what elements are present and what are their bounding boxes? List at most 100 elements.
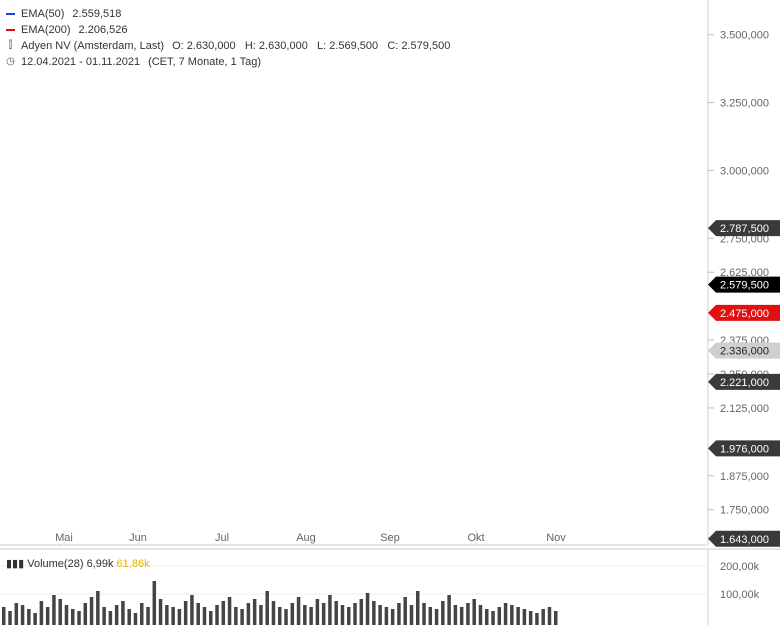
volume-bar xyxy=(510,605,514,625)
price-tag-label: 2.475,000 xyxy=(720,308,769,320)
volume-bars: 200,00k 100,00k xyxy=(0,548,780,625)
legend-period: ◷ 12.04.2021 - 01.11.2021 (CET, 7 Monate… xyxy=(6,54,450,70)
volume-bar xyxy=(547,607,552,625)
price-tag-box xyxy=(708,373,780,390)
volume-bar xyxy=(234,607,238,625)
x-tick-label: Sep xyxy=(380,532,400,544)
volume-bar xyxy=(296,597,301,625)
volume-value-1: 6,99k xyxy=(86,558,114,570)
price-tag-box xyxy=(708,276,780,293)
volume-bar xyxy=(290,603,295,625)
volume-bar xyxy=(503,603,508,625)
volume-bar xyxy=(58,599,62,625)
volume-bar xyxy=(259,605,263,625)
price-tag-label: 2.787,500 xyxy=(720,223,769,235)
volume-bar xyxy=(71,609,75,625)
volume-bar xyxy=(353,603,357,625)
volume-bar xyxy=(328,595,332,625)
volume-bar xyxy=(478,605,483,625)
volume-bar xyxy=(466,603,470,625)
volume-bar xyxy=(309,607,313,625)
legend-ema200: EMA(200) 2.206,526 xyxy=(6,22,450,38)
price-tag-box xyxy=(708,342,780,359)
volume-tick-label: 100,00k xyxy=(720,589,760,601)
plot-area xyxy=(0,0,708,545)
chart-legend: EMA(50) 2.559,518 EMA(200) 2.206,526 ⫿ A… xyxy=(6,6,450,70)
volume-bar xyxy=(271,601,276,625)
volume-bar xyxy=(83,603,88,625)
ema50-label: EMA(50) xyxy=(21,8,65,20)
volume-bar xyxy=(528,611,533,625)
volume-bar xyxy=(265,591,269,625)
volume-bar xyxy=(215,605,219,625)
y-tick-label: 1.750,000 xyxy=(720,505,769,517)
volume-bar xyxy=(384,607,389,625)
price-tag-box xyxy=(708,530,780,547)
x-tick-label: Mai xyxy=(55,532,73,544)
legend-ema50: EMA(50) 2.559,518 xyxy=(6,6,450,22)
volume-bar xyxy=(535,613,539,625)
clock-icon: ◷ xyxy=(6,56,15,67)
volume-bar xyxy=(359,599,364,625)
volume-bar xyxy=(459,607,464,625)
volume-bar xyxy=(96,591,100,625)
volume-bar xyxy=(177,609,182,625)
volume-bar xyxy=(554,611,558,625)
volume-bar xyxy=(114,605,119,625)
volume-bar xyxy=(127,609,131,625)
volume-bar xyxy=(434,609,439,625)
volume-bar xyxy=(522,609,527,625)
volume-bar xyxy=(227,597,232,625)
price-tag-box xyxy=(708,440,780,457)
legend-instrument: ⫿ Adyen NV (Amsterdam, Last) O: 2.630,00… xyxy=(6,38,450,54)
volume-bar xyxy=(447,595,451,625)
y-tick-label: 2.750,000 xyxy=(720,233,769,245)
instrument-name: Adyen NV (Amsterdam, Last) xyxy=(21,40,165,52)
volume-bar xyxy=(2,607,6,625)
y-tick-label: 1.875,000 xyxy=(720,471,769,483)
volume-bar xyxy=(20,605,25,625)
price-tag-label: 1.976,000 xyxy=(720,443,769,455)
volume-bar xyxy=(165,605,169,625)
ema50-value: 2.559,518 xyxy=(72,8,122,20)
volume-bar xyxy=(27,609,31,625)
volume-bar xyxy=(39,601,44,625)
volume-bar xyxy=(491,611,495,625)
volume-bar xyxy=(146,607,150,625)
volume-bar xyxy=(315,599,320,625)
ema200-value: 2.206,526 xyxy=(78,24,128,36)
ema200-label: EMA(200) xyxy=(21,24,71,36)
volume-bar xyxy=(441,601,445,625)
period-range: 12.04.2021 - 01.11.2021 xyxy=(21,56,141,68)
x-tick-label: Aug xyxy=(296,532,316,544)
volume-bar xyxy=(303,605,307,625)
x-tick-label: Okt xyxy=(467,532,484,544)
x-tick-label: Nov xyxy=(546,532,566,544)
price-tag-label: 2.336,000 xyxy=(720,346,769,358)
ema50-swatch xyxy=(6,13,15,15)
volume-bar xyxy=(453,605,458,625)
y-tick-label: 3.500,000 xyxy=(720,30,769,42)
y-tick-label: 2.125,000 xyxy=(720,403,769,415)
volume-bar xyxy=(140,603,144,625)
volume-bar xyxy=(390,609,395,625)
volume-bar xyxy=(190,595,194,625)
volume-bar xyxy=(284,609,288,625)
price-tags: 2.787,500 2.579,500 2.475,000 2.336,000 2.22… xyxy=(708,220,780,547)
volume-bar xyxy=(64,605,69,625)
volume-bar xyxy=(497,607,502,625)
volume-bar xyxy=(403,597,407,625)
candlestick-icon: ⫿ xyxy=(8,40,13,51)
volume-bar xyxy=(202,607,207,625)
volume-bar xyxy=(340,605,345,625)
volume-bar xyxy=(133,613,138,625)
volume-icon: ▮▮▮ xyxy=(6,558,25,570)
volume-bar xyxy=(246,603,251,625)
ema200-swatch xyxy=(6,29,15,31)
price-tag-label: 2.221,000 xyxy=(720,377,769,389)
volume-bar xyxy=(89,597,94,625)
volume-bar xyxy=(171,607,175,625)
volume-bar xyxy=(278,607,282,625)
price-tag-box xyxy=(708,304,780,321)
